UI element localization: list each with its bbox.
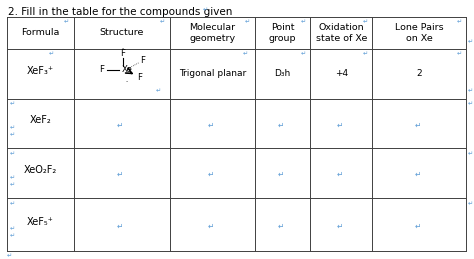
Text: 2. Fill in the table for the compounds given: 2. Fill in the table for the compounds g… [8,7,232,17]
Text: ↵: ↵ [300,19,305,24]
Text: ↵: ↵ [208,221,214,231]
Text: ↵: ↵ [156,89,161,93]
Text: ↵: ↵ [7,253,12,258]
Text: ↵: ↵ [10,125,15,131]
Text: ↵: ↵ [64,19,69,24]
Text: Xe: Xe [121,65,132,74]
Text: ↵: ↵ [414,170,421,179]
Text: XeF₃⁺: XeF₃⁺ [27,66,54,76]
Text: F: F [140,56,146,65]
Text: ↵: ↵ [414,120,421,130]
Text: XeO₂F₂: XeO₂F₂ [24,165,57,175]
Text: ↵: ↵ [208,120,214,130]
Text: ↵: ↵ [336,120,343,130]
Text: ↵: ↵ [278,221,284,231]
Text: ↵: ↵ [49,52,54,57]
Text: ↵: ↵ [10,151,15,156]
Text: Oxidation
state of Xe: Oxidation state of Xe [316,23,367,42]
Text: 2: 2 [417,69,422,78]
Text: ↵: ↵ [243,52,248,57]
Text: F: F [137,73,142,82]
Text: ↵: ↵ [117,170,123,179]
Text: ↵: ↵ [467,39,473,44]
Text: F: F [100,65,104,74]
Text: ↵: ↵ [278,170,284,179]
Text: ↵: ↵ [10,233,15,239]
Text: ↵: ↵ [336,221,343,231]
Text: ↵: ↵ [10,182,15,187]
Text: Formula: Formula [21,28,59,37]
Text: ↵: ↵ [467,102,473,106]
Text: ↵: ↵ [336,170,343,179]
Text: ··: ·· [125,79,128,84]
Text: ↵: ↵ [10,132,15,138]
Text: ↵: ↵ [10,102,15,106]
Text: ↵: ↵ [456,19,462,24]
Text: ↵: ↵ [467,151,473,156]
Text: +4: +4 [335,69,348,78]
Text: XeF₅⁺: XeF₅⁺ [27,217,54,227]
Text: ↵: ↵ [467,89,473,93]
Text: ↵: ↵ [10,226,15,232]
Text: ↵: ↵ [362,19,367,24]
Text: Trigonal planar: Trigonal planar [179,69,246,78]
Text: ↵: ↵ [208,170,214,179]
Text: Structure: Structure [100,28,144,37]
Text: ↵: ↵ [278,120,284,130]
Text: ↵: ↵ [414,221,421,231]
Text: ↵: ↵ [362,52,367,57]
Text: D₃h: D₃h [274,69,291,78]
Text: ↵: ↵ [117,221,123,231]
Text: ↵: ↵ [203,7,208,12]
Text: Molecular
geometry: Molecular geometry [190,23,236,42]
Text: Point
group: Point group [269,23,296,42]
Text: ↵: ↵ [117,120,123,130]
Text: XeF₂: XeF₂ [29,116,51,125]
Text: Lone Pairs
on Xe: Lone Pairs on Xe [395,23,444,42]
Text: ↵: ↵ [10,175,15,180]
Text: ↵: ↵ [300,52,305,57]
Text: ↵: ↵ [10,201,15,206]
Text: F: F [120,49,125,58]
Text: ↵: ↵ [245,19,250,24]
Text: ↵: ↵ [456,52,462,57]
Text: ↵: ↵ [160,19,165,24]
Text: ↵: ↵ [467,201,473,206]
Text: ··: ·· [121,46,125,51]
